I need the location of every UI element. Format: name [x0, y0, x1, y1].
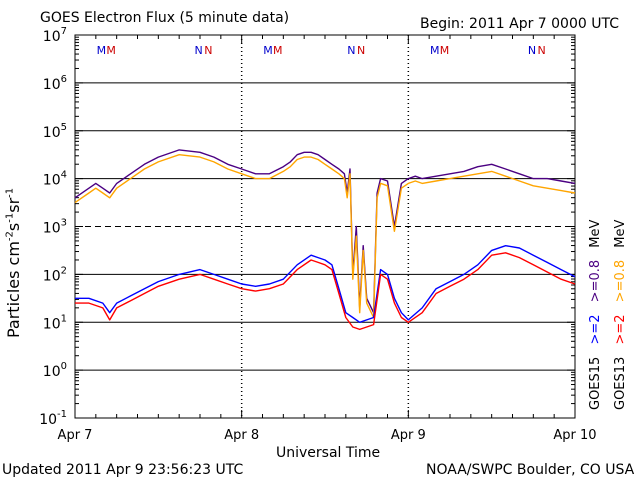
y-tick-label: 100 — [43, 361, 67, 380]
legend-goes13-high: >=0.8 — [613, 259, 628, 303]
marker-letter: M — [97, 44, 107, 57]
y-axis-title: Particles cm-2s-1sr-1 — [4, 188, 23, 338]
chart-title: GOES Electron Flux (5 minute data) — [40, 10, 290, 26]
x-tick-label-3: Apr 9 — [391, 428, 426, 443]
y-tick-label: 106 — [43, 74, 67, 93]
legend-goes15-low: >=2 — [588, 314, 603, 345]
y-axis-title-exp1: -2 — [4, 231, 16, 242]
marker-letter: N — [347, 44, 355, 57]
y-tick-label: 103 — [43, 218, 67, 237]
marker-letter: M — [273, 44, 283, 57]
legend-goes15-label: GOES15 — [588, 356, 603, 410]
x-tick-label-2: Apr 8 — [224, 428, 259, 443]
legend-goes13: GOES13 >=2 >=0.8 MeV — [613, 220, 628, 410]
y-axis-title-exp2: -1 — [4, 212, 16, 223]
x-tick-label-4: Apr 10 — [553, 428, 596, 443]
y-tick-label: 10-1 — [39, 409, 67, 428]
marker-letter: M — [440, 44, 450, 57]
marker-letter: N — [204, 44, 212, 57]
marker-letter: N — [538, 44, 546, 57]
y-tick-label: 104 — [43, 170, 67, 189]
credit: NOAA/SWPC Boulder, CO USA — [426, 462, 635, 478]
marker-letter: N — [357, 44, 365, 57]
series-line-4 — [75, 252, 576, 331]
marker-letter: M — [263, 44, 273, 57]
y-tick-label: 101 — [43, 313, 67, 332]
y-axis-title-main: Particles cm — [4, 241, 23, 338]
series-line-2 — [74, 153, 576, 319]
updated-time: Updated 2011 Apr 9 23:56:23 UTC — [2, 462, 244, 478]
y-axis-title-sr: sr — [4, 197, 23, 213]
legend-goes13-label: GOES13 — [613, 356, 628, 410]
y-axis-title-s: s — [4, 222, 23, 232]
series-line-3 — [75, 244, 576, 323]
y-tick-label: 102 — [43, 265, 67, 284]
marker-letter: N — [194, 44, 202, 57]
begin-time: Begin: 2011 Apr 7 0000 UTC — [420, 16, 619, 32]
y-tick-label: 105 — [43, 122, 67, 141]
x-tick-label-1: Apr 7 — [58, 428, 93, 443]
marker-letter: M — [106, 44, 116, 57]
legend-goes13-low: >=2 — [613, 314, 628, 345]
legend-goes15-unit: MeV — [588, 219, 603, 248]
marker-letter: N — [528, 44, 536, 57]
y-tick-label: 107 — [43, 26, 67, 45]
legend-goes13-unit: MeV — [613, 219, 628, 248]
marker-letter: M — [430, 44, 440, 57]
x-axis-title: Universal Time — [276, 445, 381, 461]
y-axis-title-exp3: -1 — [4, 187, 16, 198]
legend-goes15-high: >=0.8 — [588, 259, 603, 303]
legend-goes15: GOES15 >=2 >=0.8 MeV — [588, 220, 603, 410]
